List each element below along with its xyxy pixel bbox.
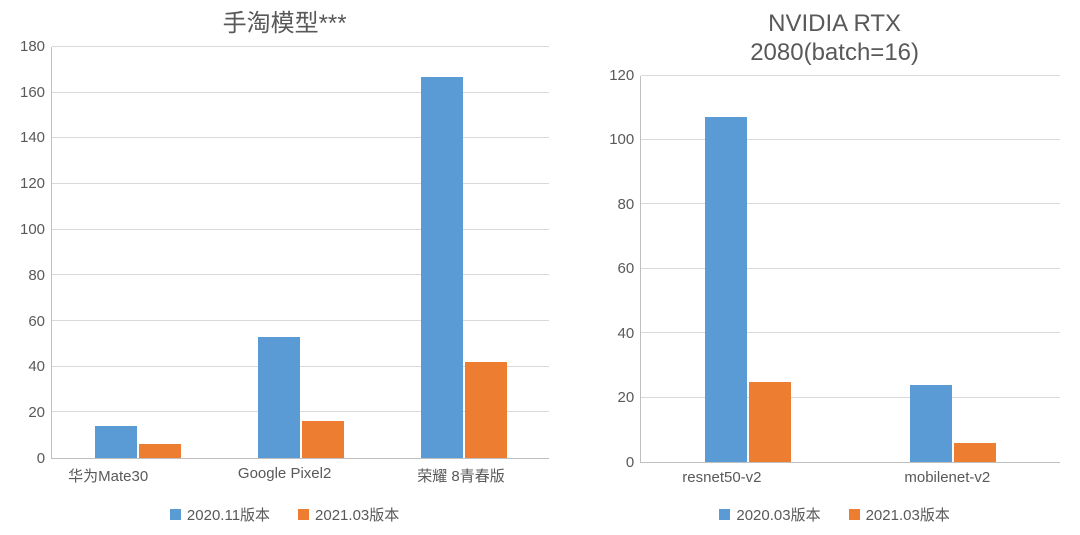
left-x-label: Google Pixel2 [196,465,372,486]
right-bar [749,382,791,463]
left-bar [465,362,507,458]
left-bar [95,426,137,458]
left-legend-label: 2021.03版本 [315,504,399,525]
right-bar [705,117,747,462]
left-x-label: 华为Mate30 [20,465,196,486]
left-plot-area [51,47,549,459]
right-chart-panel: NVIDIA RTX 2080(batch=16) 02040608010012… [609,10,1060,525]
right-bar [954,443,996,462]
left-legend-item: 2021.03版本 [298,504,399,525]
left-plot-wrap: 020406080100120140160180 [20,47,549,459]
left-legend: 2020.11版本 2021.03版本 [20,504,549,525]
left-bar [302,421,344,458]
right-legend-label: 2021.03版本 [866,504,950,525]
right-legend-label: 2020.03版本 [736,504,820,525]
right-x-axis: resnet50-v2mobilenet-v2 [609,469,1060,486]
legend-swatch-icon [719,509,730,520]
right-x-label: resnet50-v2 [609,469,834,486]
left-legend-item: 2020.11版本 [170,504,270,525]
legend-swatch-icon [298,509,309,520]
right-bars-row [641,76,1060,462]
left-x-axis: 华为Mate30Google Pixel2荣耀 8青春版 [20,465,549,486]
left-chart-title: 手淘模型*** [20,10,549,39]
left-bar-group [421,47,507,458]
right-y-axis: 020406080100120 [609,76,640,463]
right-bar-group [705,76,791,462]
right-legend-item: 2021.03版本 [849,504,950,525]
right-legend-item: 2020.03版本 [719,504,820,525]
right-chart-title: NVIDIA RTX 2080(batch=16) [609,10,1060,68]
left-bar-group [258,47,344,458]
left-chart-panel: 手淘模型*** 020406080100120140160180 华为Mate3… [20,10,549,525]
right-legend: 2020.03版本 2021.03版本 [609,504,1060,525]
left-bar [258,337,300,458]
left-bar [139,444,181,458]
legend-swatch-icon [849,509,860,520]
left-x-label: 荣耀 8青春版 [373,465,549,486]
right-plot-area [640,76,1060,463]
right-x-label: mobilenet-v2 [835,469,1060,486]
right-bar-group [910,76,996,462]
left-bar-group [95,47,181,458]
left-bars-row [52,47,549,458]
left-legend-label: 2020.11版本 [187,504,270,525]
left-bar [421,77,463,459]
right-plot-wrap: 020406080100120 [609,76,1060,463]
legend-swatch-icon [170,509,181,520]
left-y-axis: 020406080100120140160180 [20,47,51,459]
right-bar [910,385,952,462]
